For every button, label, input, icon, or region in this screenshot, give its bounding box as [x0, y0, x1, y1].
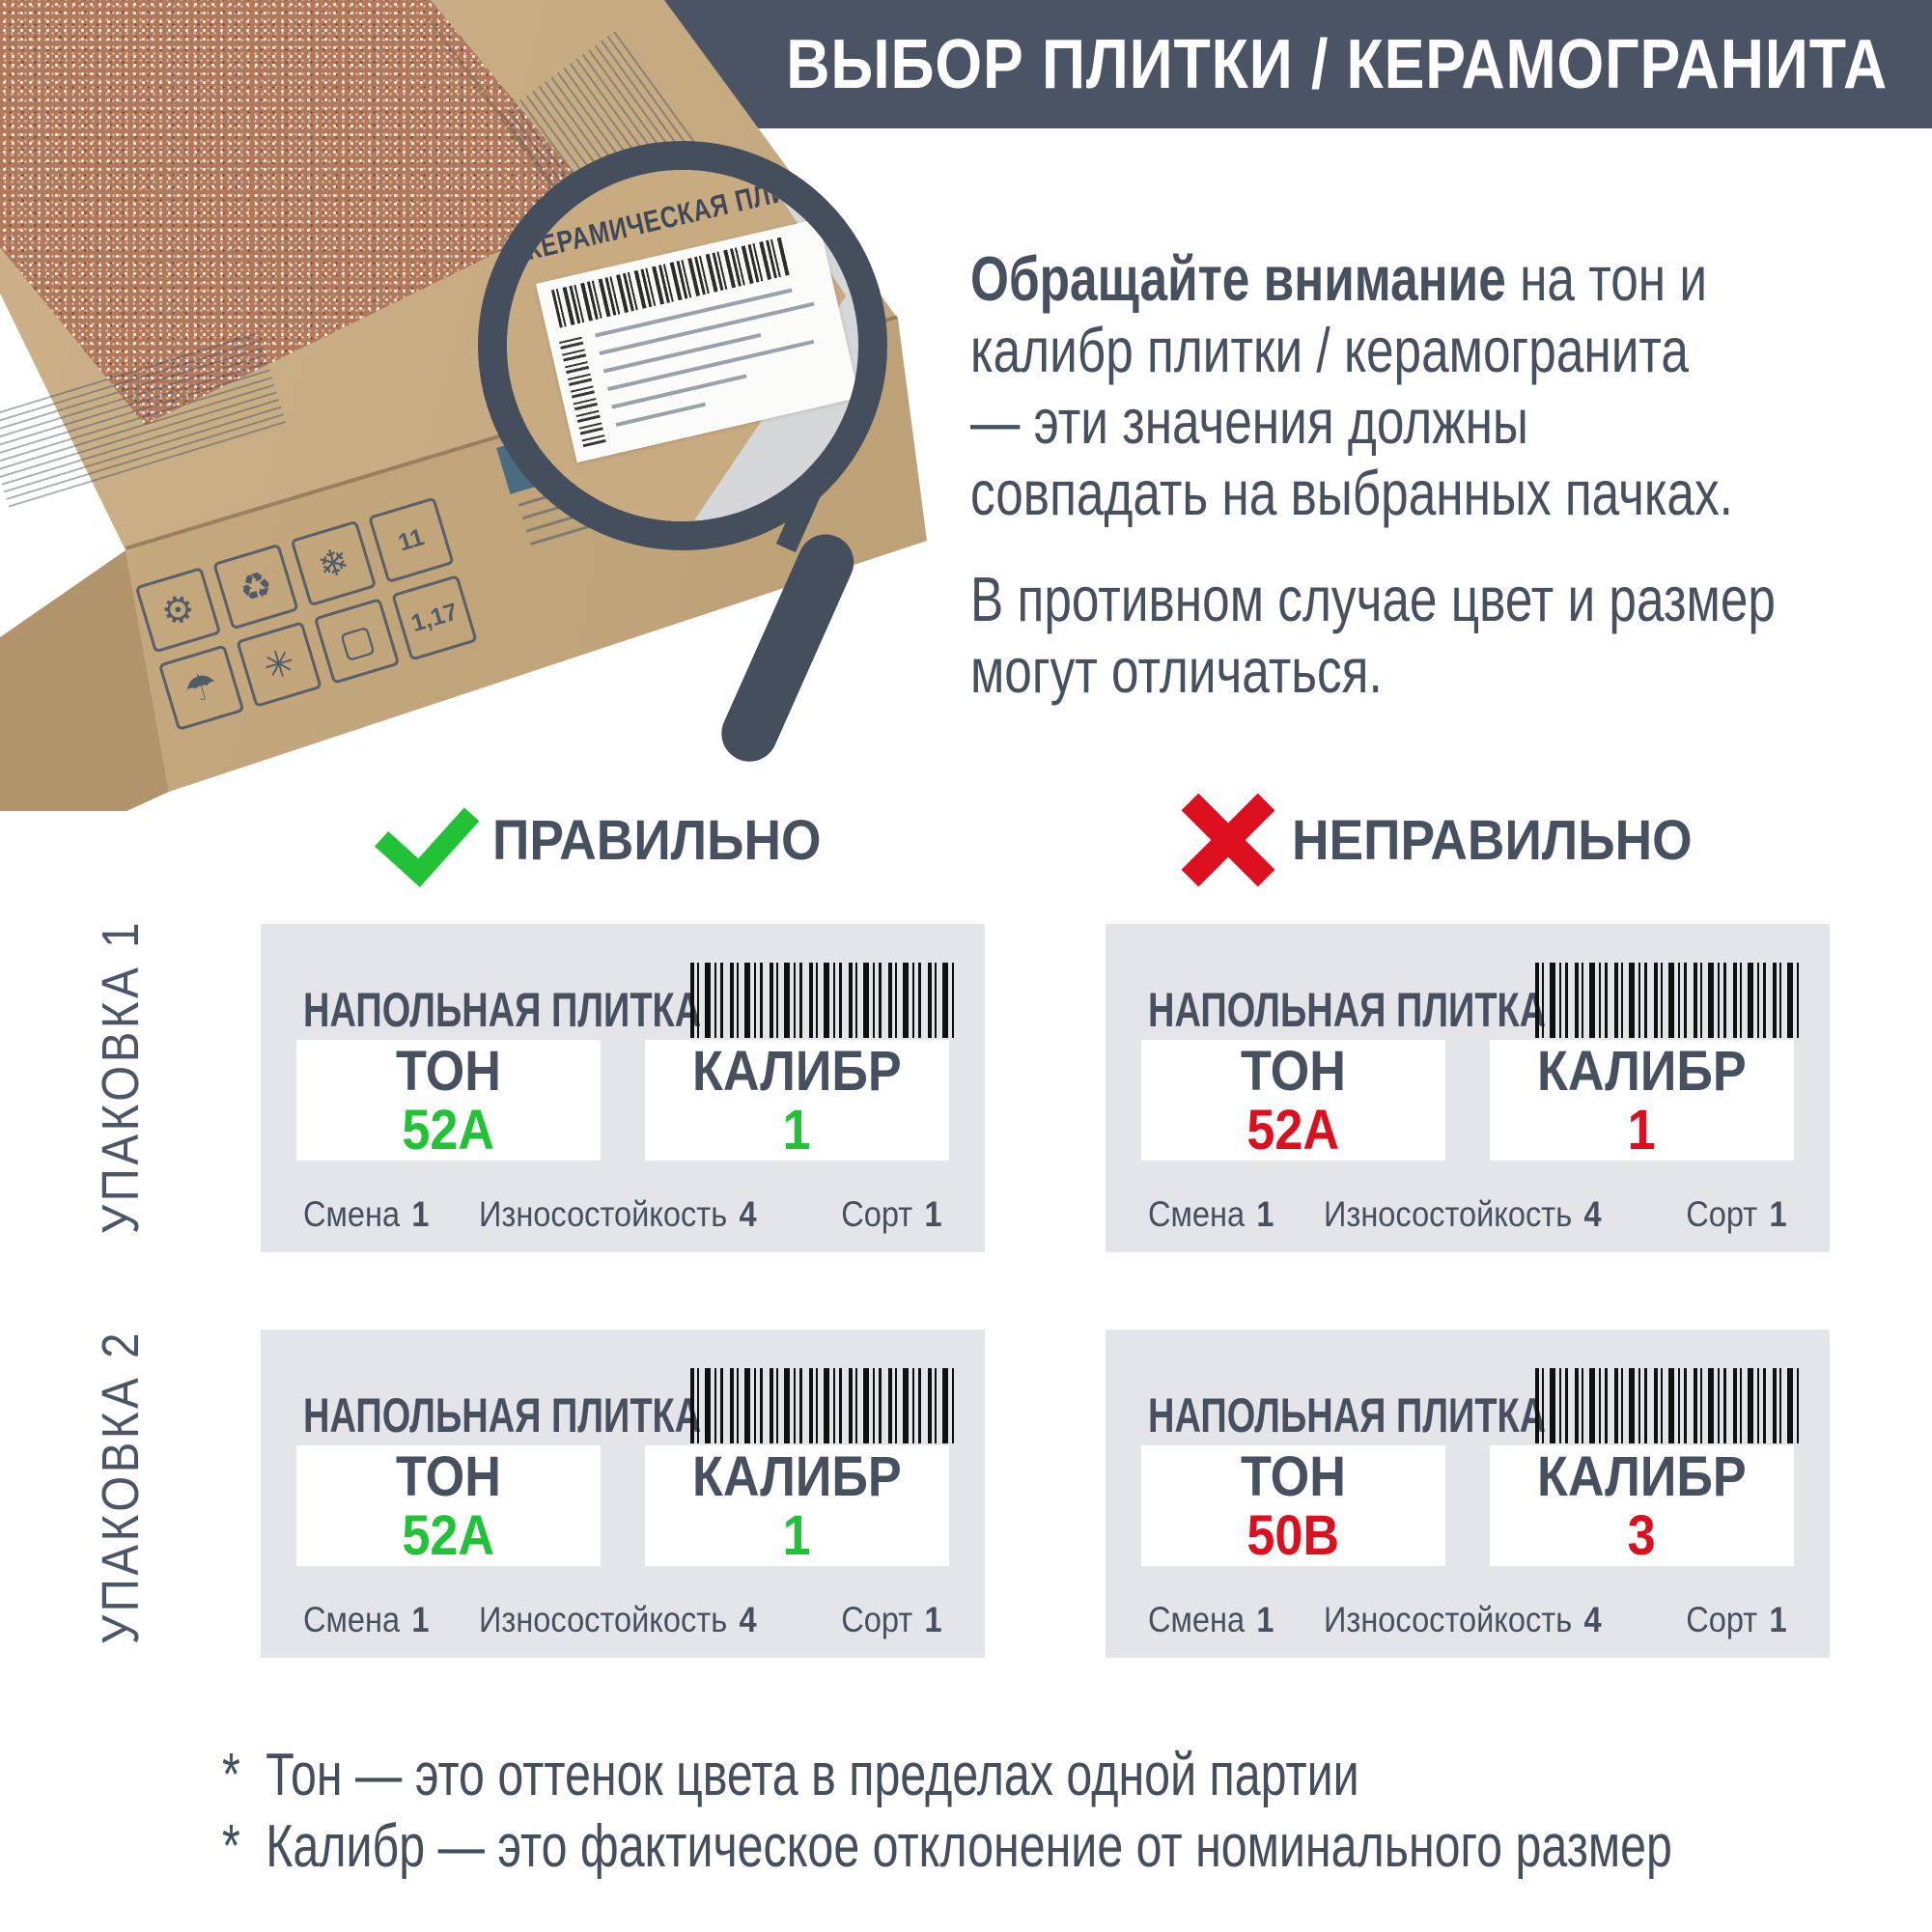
- incorrect-column-header: НЕПРАВИЛЬНО: [1181, 793, 1727, 887]
- attr-sort: Сорт 1: [1686, 1600, 1787, 1639]
- intro-line: совпадать на выбранных пачках.: [970, 458, 1733, 528]
- footnotes: * Тон — это оттенок цвета в пределах одно…: [222, 1740, 1672, 1883]
- card-product-title: НАПОЛЬНАЯ ПЛИТКА: [1148, 983, 1547, 1037]
- ton-value: 52А: [402, 1503, 495, 1567]
- card-attributes: Смена 1 Износостойкость 4 Сорт 1: [303, 1194, 942, 1235]
- attr-sort: Сорт 1: [841, 1194, 942, 1234]
- attr-smena: Смена 1: [1148, 1194, 1274, 1234]
- coverage-label: 1,17: [391, 574, 478, 661]
- x-icon: [1181, 793, 1275, 887]
- caliber-value: 1: [782, 1098, 812, 1162]
- magnifier-lens: КЕРАМИЧЕСКАЯ ПЛИТКА: [478, 141, 887, 550]
- label-card-correct-pack2: НАПОЛЬНАЯ ПЛИТКА ТОН 52А КАЛИБР 1 Смена 1…: [261, 1330, 985, 1658]
- ton-label: ТОН: [1241, 1444, 1346, 1508]
- barcode-icon: [690, 1368, 958, 1443]
- caliber-box: КАЛИБР 1: [645, 1445, 949, 1566]
- attr-sort: Сорт 1: [841, 1600, 942, 1639]
- barcode-icon: [1535, 963, 1803, 1038]
- attr-smena: Смена 1: [1148, 1600, 1274, 1639]
- attr-iznosostoykost: Износостойкость 4: [479, 1600, 758, 1639]
- ton-box: ТОН 50В: [1141, 1445, 1445, 1566]
- ton-label: ТОН: [396, 1444, 501, 1508]
- asterisk-marker: *: [222, 1742, 240, 1808]
- caliber-label: КАЛИБР: [1537, 1444, 1747, 1508]
- asterisk-marker: *: [222, 1813, 240, 1880]
- correct-label: ПРАВИЛЬНО: [492, 808, 822, 872]
- page-title: ВЫБОР ПЛИТКИ / КЕРАМОГРАНИТА: [786, 25, 1888, 103]
- card-product-title: НАПОЛЬНАЯ ПЛИТКА: [303, 983, 702, 1037]
- label-card-correct-pack1: НАПОЛЬНАЯ ПЛИТКА ТОН 52А КАЛИБР 1 Смена 1…: [261, 924, 985, 1252]
- footnote-ton: * Тон — это оттенок цвета в пределах одно…: [222, 1740, 1672, 1811]
- attr-iznosostoykost: Износостойкость 4: [1324, 1600, 1603, 1639]
- ton-box: ТОН 52А: [296, 1040, 601, 1161]
- caliber-value: 1: [782, 1503, 812, 1567]
- attr-smena: Смена 1: [303, 1600, 430, 1639]
- intro-line: Обращайте внимание на тон и: [970, 243, 1776, 315]
- intro-line: калибр плитки / керамогранита: [970, 315, 1689, 385]
- card-product-title: НАПОЛЬНАЯ ПЛИТКА: [1148, 1388, 1547, 1442]
- card-product-title: НАПОЛЬНАЯ ПЛИТКА: [303, 1388, 702, 1442]
- label-card-incorrect-pack1: НАПОЛЬНАЯ ПЛИТКА ТОН 52А КАЛИБР 1 Смена 1…: [1106, 924, 1830, 1252]
- intro-bold: Обращайте внимание: [970, 243, 1506, 314]
- attr-smena: Смена 1: [303, 1194, 430, 1234]
- intro-line: могут отличаться.: [970, 635, 1383, 706]
- intro-line: — эти значения должны: [970, 386, 1528, 457]
- attr-iznosostoykost: Износостойкость 4: [1324, 1194, 1603, 1234]
- card-attributes: Смена 1 Износостойкость 4 Сорт 1: [1148, 1194, 1787, 1235]
- package-1-label: УПАКОВКА 1: [92, 918, 150, 1235]
- ton-box: ТОН 52А: [1141, 1040, 1445, 1161]
- header-title-wrap: ВЫБОР ПЛИТКИ / КЕРАМОГРАНИТА: [757, 0, 1917, 128]
- caliber-label: КАЛИБР: [692, 1444, 902, 1508]
- caliber-value: 1: [1627, 1098, 1657, 1162]
- intro-line: В противном случае цвет и размер: [970, 564, 1776, 634]
- ton-value: 52А: [402, 1098, 495, 1162]
- asterisk-icon: ✳: [236, 621, 322, 708]
- caliber-label: КАЛИБР: [692, 1039, 902, 1103]
- caliber-box: КАЛИБР 1: [1490, 1040, 1794, 1161]
- intro-line-rest: на тон и: [1505, 243, 1708, 314]
- caliber-box: КАЛИБР 1: [645, 1040, 949, 1161]
- barcode-icon: [1535, 1368, 1803, 1443]
- caliber-label: КАЛИБР: [1537, 1039, 1747, 1103]
- ton-box: ТОН 52А: [296, 1445, 601, 1566]
- attr-sort: Сорт 1: [1686, 1194, 1787, 1234]
- card-attributes: Смена 1 Износостойкость 4 Сорт 1: [303, 1600, 942, 1640]
- footnote-text: Калибр — это фактическое отклонение от н…: [266, 1813, 1672, 1880]
- ton-label: ТОН: [396, 1039, 501, 1103]
- card-attributes: Смена 1 Износостойкость 4 Сорт 1: [1148, 1600, 1787, 1640]
- footnote-text: Тон — это оттенок цвета в пределах одной…: [266, 1742, 1359, 1808]
- correct-column-header: ПРАВИЛЬНО: [375, 779, 850, 887]
- ton-value: 50В: [1246, 1503, 1340, 1567]
- footnote-caliber: * Калибр — это фактическое отклонение от …: [222, 1811, 1672, 1883]
- ton-value: 52А: [1246, 1098, 1340, 1162]
- incorrect-label: НЕПРАВИЛЬНО: [1292, 808, 1693, 872]
- check-icon: [375, 779, 480, 887]
- barcode-icon: [690, 963, 958, 1038]
- package-2-label: УПАКОВКА 2: [92, 1329, 150, 1645]
- ton-label: ТОН: [1241, 1039, 1346, 1103]
- caliber-box: КАЛИБР 3: [1490, 1445, 1794, 1566]
- caliber-value: 3: [1627, 1503, 1657, 1567]
- product-photo: ⚙ ♻ ❄ 11 ☂ ✳ ▢ 1,17 326 x 326 mm КЕРАМИЧ…: [0, 0, 966, 811]
- label-card-incorrect-pack2: НАПОЛЬНАЯ ПЛИТКА ТОН 50В КАЛИБР 3 Смена 1…: [1106, 1330, 1830, 1658]
- package-icon: ▢: [313, 598, 401, 685]
- attr-iznosostoykost: Износостойкость 4: [479, 1194, 758, 1234]
- intro-text: Обращайте внимание на тон и калибр плитк…: [970, 243, 1776, 707]
